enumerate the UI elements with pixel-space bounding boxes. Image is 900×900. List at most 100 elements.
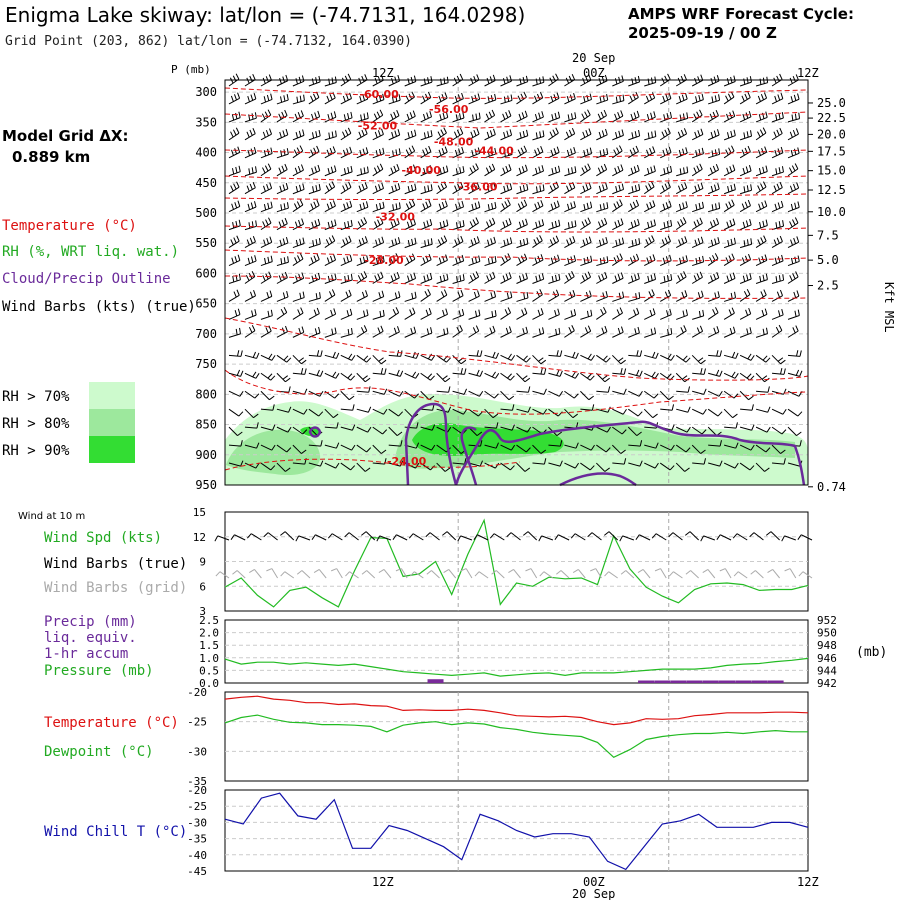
upper-air-wind-barb — [436, 406, 452, 413]
upper-air-wind-barb-feather — [781, 429, 787, 435]
upper-air-wind-barb — [548, 146, 560, 159]
upper-air-wind-barb-feather — [774, 95, 778, 102]
upper-air-wind-barb-feather — [518, 113, 522, 120]
precip-bar — [735, 680, 752, 683]
upper-air-wind-barb-shaft — [404, 135, 417, 141]
upper-air-wind-barb — [276, 94, 289, 105]
upper-air-wind-barb-feather — [719, 350, 722, 357]
upper-air-wind-barb-feather — [411, 145, 416, 152]
upper-air-wind-barb-feather — [635, 239, 637, 246]
upper-air-wind-barb — [612, 458, 627, 465]
upper-air-wind-barb-feather — [285, 182, 289, 189]
upper-air-wind-barb — [308, 75, 321, 87]
upper-air-wind-barb-shaft — [308, 189, 321, 195]
upper-air-wind-barb-feather — [730, 238, 733, 245]
upper-air-wind-barb-feather — [619, 145, 623, 152]
surface-wind-barb-true-feather — [781, 535, 785, 542]
upper-air-wind-barb — [564, 290, 576, 302]
upper-air-wind-barb-feather — [602, 375, 608, 380]
upper-air-wind-barb-feather — [374, 185, 378, 192]
upper-air-wind-barb — [755, 111, 768, 123]
upper-air-wind-barb-shaft — [404, 243, 417, 249]
upper-air-wind-barb-feather — [668, 200, 672, 207]
wind-tick-label: 6 — [199, 580, 206, 593]
upper-air-wind-barb-shaft — [260, 354, 273, 361]
upper-air-wind-barb-feather — [510, 355, 516, 361]
upper-air-wind-barb-shaft — [660, 225, 672, 231]
upper-air-wind-barb-feather — [749, 327, 752, 334]
upper-air-wind-barb-feather — [638, 292, 641, 299]
upper-air-wind-barb-feather — [329, 147, 333, 154]
upper-air-wind-barb-shaft — [292, 354, 302, 365]
upper-air-wind-barb-feather — [383, 388, 388, 395]
upper-air-wind-barb-shaft — [707, 169, 719, 177]
upper-air-wind-barb-feather — [573, 92, 576, 100]
upper-air-wind-barb — [691, 236, 704, 249]
upper-air-wind-barb-feather — [377, 327, 381, 334]
upper-air-wind-barb-shaft — [612, 150, 623, 159]
upper-air-wind-barb-feather — [618, 130, 621, 137]
upper-air-wind-barb-feather — [378, 184, 381, 191]
upper-air-wind-barb-shaft — [276, 331, 288, 338]
upper-air-wind-barb-shaft — [228, 294, 240, 302]
upper-air-wind-barb-feather — [543, 458, 547, 465]
upper-air-wind-barb — [628, 75, 641, 87]
upper-air-wind-barb-feather — [652, 308, 656, 315]
upper-air-wind-barb-feather — [621, 129, 624, 136]
upper-air-wind-barb-feather — [377, 273, 381, 280]
upper-air-wind-barb-feather — [489, 130, 493, 137]
upper-air-wind-barb — [564, 220, 577, 231]
upper-air-wind-barb-feather — [313, 309, 317, 316]
upper-air-wind-barb-shaft — [548, 390, 560, 397]
upper-air-wind-barb-shaft — [691, 168, 703, 177]
upper-air-wind-barb — [739, 307, 752, 320]
upper-air-wind-barb-feather — [590, 355, 595, 361]
upper-air-wind-barb-feather — [363, 325, 368, 332]
upper-air-wind-barb-feather — [629, 257, 634, 264]
surface-wind-barb-grid-shaft — [431, 570, 440, 579]
upper-air-wind-barb-feather — [442, 220, 446, 227]
temp-contour-minus60 — [224, 87, 809, 99]
upper-air-wind-barb-feather — [597, 167, 602, 174]
surface-wind-barb-true-feather — [311, 534, 316, 540]
upper-air-wind-barb-shaft — [691, 133, 704, 141]
upper-air-wind-barb-feather — [523, 91, 527, 98]
upper-air-wind-barb-shaft — [244, 276, 256, 284]
wind-barbs-true-legend: Wind Barbs (true) — [44, 556, 187, 572]
upper-air-wind-barb — [691, 325, 704, 338]
upper-air-wind-barb-feather — [471, 203, 474, 211]
upper-air-wind-barb-shaft — [771, 171, 784, 177]
upper-air-wind-barb — [468, 128, 480, 141]
upper-air-wind-barb-feather — [252, 181, 256, 188]
upper-air-wind-barb-feather — [558, 219, 561, 226]
upper-air-wind-barb — [676, 201, 688, 213]
surface-wind-barb-grid-feather — [443, 569, 450, 573]
surface-wind-barb-grid-shaft — [254, 569, 262, 579]
upper-air-wind-barb-shaft — [228, 205, 241, 213]
upper-air-wind-barb — [516, 237, 529, 249]
pressure-tick-label: 350 — [195, 115, 217, 129]
upper-air-wind-barb — [628, 184, 641, 195]
upper-air-wind-barb — [500, 75, 512, 87]
upper-air-wind-barb — [340, 404, 355, 411]
upper-air-wind-barb-feather — [454, 185, 458, 192]
upper-air-wind-barb-feather — [446, 219, 449, 226]
upper-air-wind-barb-feather — [270, 309, 273, 316]
upper-air-wind-barb-shaft — [771, 408, 784, 415]
upper-air-wind-barb — [484, 371, 500, 379]
upper-air-wind-barb-feather — [525, 357, 531, 363]
upper-air-wind-barb — [276, 406, 292, 413]
upper-air-wind-barb — [340, 254, 353, 267]
upper-air-wind-barb-shaft — [548, 408, 559, 417]
upper-air-wind-barb-feather — [743, 290, 748, 297]
upper-air-wind-barb-shaft — [532, 170, 544, 177]
upper-air-wind-barb-feather — [635, 145, 639, 152]
upper-air-wind-barb-feather — [379, 109, 384, 116]
upper-air-wind-barb-feather — [778, 324, 783, 331]
upper-air-wind-barb-feather — [381, 128, 384, 135]
upper-air-wind-barb-feather — [697, 76, 701, 83]
upper-air-wind-barb-feather — [682, 256, 685, 263]
surface-wind-barb-grid — [426, 570, 440, 579]
upper-air-wind-barb-feather — [397, 183, 401, 190]
upper-air-wind-barb-feather — [318, 75, 321, 82]
